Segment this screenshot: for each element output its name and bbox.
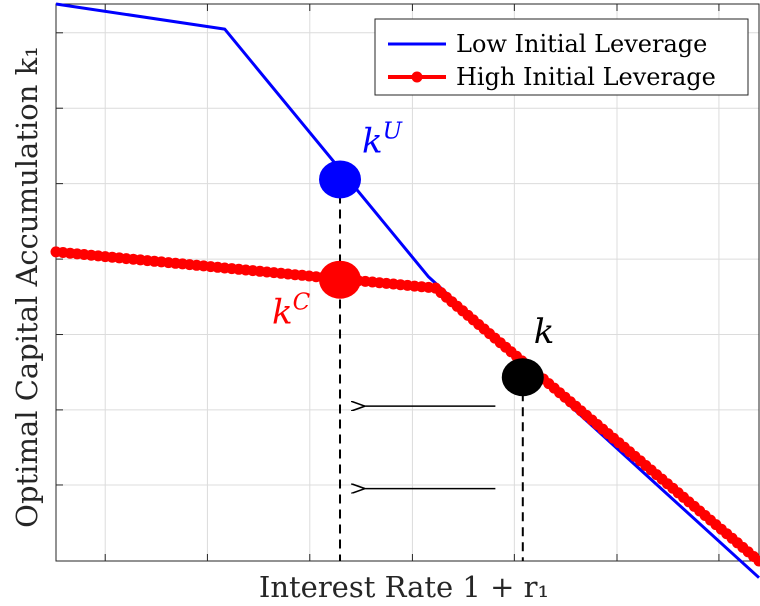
point-marker xyxy=(319,160,362,199)
point-label: k xyxy=(534,312,555,352)
legend-marker-high xyxy=(411,71,423,83)
point-marker xyxy=(319,260,362,299)
legend-label-low: Low Initial Leverage xyxy=(456,30,707,58)
series-group xyxy=(50,2,760,579)
y-axis-label: Optimal Capital Accumulation k₁ xyxy=(10,46,44,528)
legend-label-high: High Initial Leverage xyxy=(456,63,716,91)
guide-lines xyxy=(339,179,524,561)
point-label: kU xyxy=(362,118,404,161)
point-label: kC xyxy=(272,290,311,333)
point-marker xyxy=(501,358,544,397)
legend-box xyxy=(374,18,749,96)
legend: Low Initial Leverage High Initial Levera… xyxy=(374,18,749,96)
axis-ticks xyxy=(56,4,720,562)
axes-box xyxy=(55,3,760,562)
x-axis-label: Interest Rate 1 + r₁ xyxy=(259,570,549,604)
series-marker xyxy=(753,555,760,567)
